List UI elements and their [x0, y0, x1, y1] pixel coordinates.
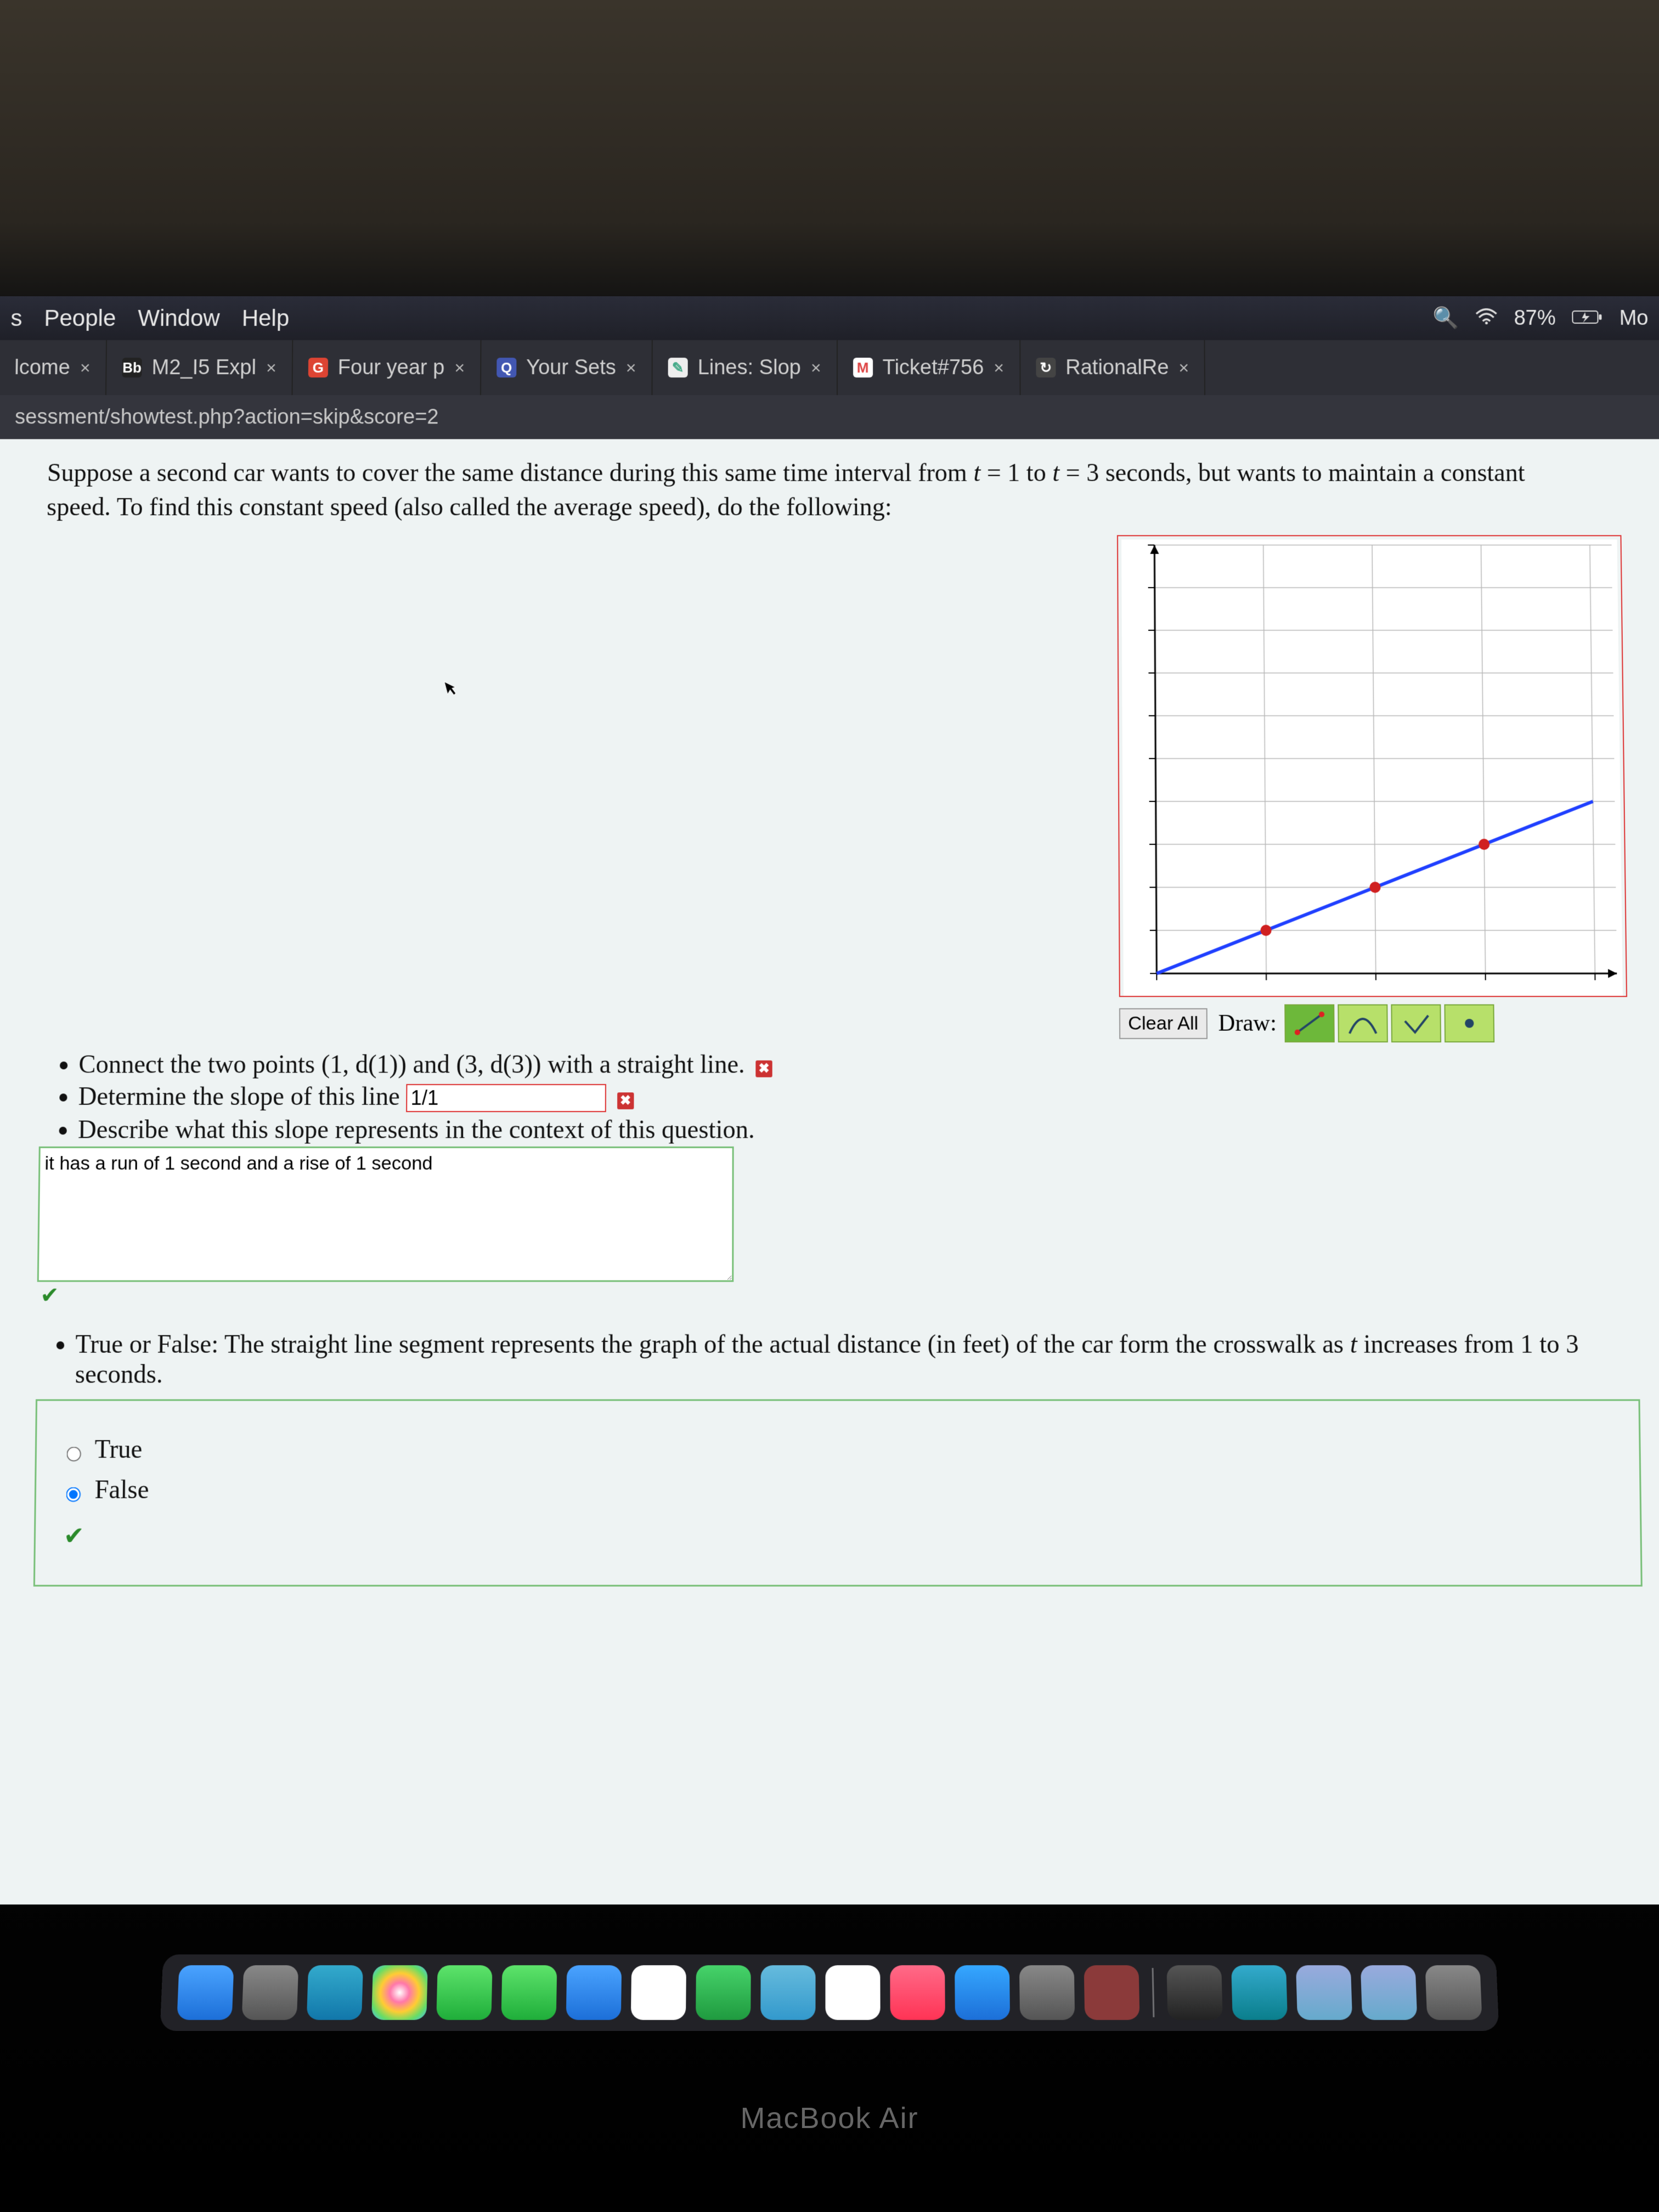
- task-item: Describe what this slope represents in t…: [78, 1114, 1637, 1144]
- browser-tab[interactable]: M Ticket#756 ×: [838, 340, 1021, 395]
- page-content: Suppose a second car wants to cover the …: [0, 439, 1659, 1904]
- tab-label: RationalRe: [1065, 356, 1169, 380]
- dock-app-weather[interactable]: [760, 1965, 815, 2020]
- address-bar[interactable]: sessment/showtest.php?action=skip&score=…: [0, 395, 1659, 439]
- dock-app-mail[interactable]: [566, 1965, 622, 2020]
- browser-tab[interactable]: ↻ RationalRe ×: [1020, 340, 1206, 395]
- favicon-icon: ↻: [1036, 358, 1056, 377]
- battery-icon[interactable]: [1572, 306, 1603, 330]
- slope-input[interactable]: [406, 1084, 606, 1112]
- menu-item[interactable]: Help: [242, 305, 290, 331]
- tab-label: Four year p: [338, 356, 445, 380]
- favicon-icon: Bb: [122, 358, 142, 377]
- blank-area: [40, 535, 1103, 1043]
- graph-region: Clear All Draw:: [1117, 535, 1635, 1043]
- favicon-icon: M: [853, 358, 873, 377]
- close-icon[interactable]: ×: [80, 358, 91, 378]
- browser-tab[interactable]: lcome ×: [0, 340, 107, 395]
- task-item: Determine the slope of this line ✖: [78, 1081, 1636, 1112]
- cursor-icon: [440, 677, 461, 699]
- task-item: True or False: The straight line segment…: [75, 1329, 1640, 1389]
- problem-text: Suppose a second car wants to cover the …: [47, 456, 1533, 524]
- wifi-icon[interactable]: [1475, 306, 1497, 330]
- explain-textarea[interactable]: [37, 1147, 734, 1282]
- browser-tab[interactable]: Bb M2_I5 Expl ×: [106, 340, 293, 395]
- dock-app-folder1[interactable]: [1296, 1965, 1352, 2020]
- correct-icon: ✔: [64, 1522, 84, 1550]
- browser-tab[interactable]: Q Your Sets ×: [481, 340, 653, 395]
- dock-app-calendar[interactable]: [631, 1965, 686, 2020]
- correct-icon: ✔: [40, 1282, 59, 1308]
- checkline-tool-button[interactable]: [1391, 1005, 1441, 1043]
- dock-app-preview[interactable]: [1166, 1965, 1222, 2020]
- favicon-icon: G: [308, 358, 328, 377]
- laptop-brand-label: MacBook Air: [740, 2101, 918, 2135]
- point-tool-button[interactable]: [1444, 1005, 1494, 1043]
- line-tool-button[interactable]: [1284, 1005, 1335, 1043]
- close-icon[interactable]: ×: [1178, 358, 1189, 378]
- search-icon[interactable]: 🔍: [1433, 306, 1459, 330]
- browser-tab[interactable]: ✎ Lines: Slop ×: [652, 340, 837, 395]
- true-false-box: True False ✔: [33, 1400, 1643, 1587]
- dock-app-edge[interactable]: [1231, 1965, 1288, 2020]
- tab-label: lcome: [14, 356, 70, 380]
- false-option[interactable]: False: [70, 1474, 1606, 1504]
- dock-app-nosign[interactable]: [825, 1965, 880, 2020]
- graph-box[interactable]: [1117, 535, 1627, 997]
- dock-app-appstore[interactable]: [955, 1965, 1010, 2020]
- false-radio[interactable]: [66, 1487, 81, 1502]
- browser-tab[interactable]: G Four year p ×: [292, 340, 481, 395]
- graph-canvas[interactable]: [1121, 540, 1623, 996]
- macos-menubar: s People Window Help 🔍 87% Mo: [0, 296, 1659, 340]
- close-icon[interactable]: ×: [454, 358, 465, 378]
- incorrect-icon: ✖: [617, 1092, 634, 1109]
- clear-all-button[interactable]: Clear All: [1119, 1008, 1207, 1039]
- dock-app-music[interactable]: [890, 1965, 945, 2020]
- close-icon[interactable]: ×: [811, 358, 821, 378]
- close-icon[interactable]: ×: [626, 358, 636, 378]
- dock-app-trash[interactable]: [1425, 1965, 1482, 2020]
- task-item: Connect the two points (1, d(1)) and (3,…: [78, 1049, 1636, 1079]
- dock-app-launchpad[interactable]: [242, 1965, 299, 2020]
- menu-item[interactable]: People: [44, 305, 116, 331]
- true-radio[interactable]: [66, 1447, 81, 1462]
- browser-tabstrip: lcome × Bb M2_I5 Expl × G Four year p × …: [0, 340, 1659, 395]
- graph-toolbar: Clear All Draw:: [1119, 1005, 1635, 1043]
- dock-app-messages[interactable]: [436, 1965, 492, 2020]
- dock-app-folder2[interactable]: [1361, 1965, 1418, 2020]
- macos-dock[interactable]: [160, 1954, 1499, 2031]
- menu-right-label: Mo: [1619, 306, 1648, 330]
- task-list: Connect the two points (1, d(1)) and (3,…: [33, 1049, 1643, 1587]
- tab-label: M2_I5 Expl: [151, 356, 256, 380]
- tab-label: Ticket#756: [883, 356, 984, 380]
- favicon-icon: ✎: [668, 358, 688, 377]
- true-option[interactable]: True: [70, 1434, 1606, 1464]
- incorrect-icon: ✖: [755, 1060, 772, 1077]
- parabola-tool-button[interactable]: [1338, 1005, 1388, 1043]
- menu-item[interactable]: Window: [138, 305, 220, 331]
- menu-item[interactable]: s: [10, 305, 22, 331]
- dock-app-safari[interactable]: [307, 1965, 363, 2020]
- dock-app-settings[interactable]: [1019, 1965, 1075, 2020]
- url-text: sessment/showtest.php?action=skip&score=…: [15, 405, 439, 429]
- favicon-icon: Q: [496, 358, 516, 377]
- tab-label: Your Sets: [526, 356, 616, 380]
- dock-app-numbers[interactable]: [696, 1965, 751, 2020]
- dock-app-photos[interactable]: [371, 1965, 428, 2020]
- dock-app-dictionary[interactable]: [1084, 1965, 1140, 2020]
- dock-app-facetime[interactable]: [501, 1965, 557, 2020]
- battery-percent: 87%: [1514, 306, 1556, 330]
- close-icon[interactable]: ×: [266, 358, 276, 378]
- close-icon[interactable]: ×: [994, 358, 1004, 378]
- dock-app-finder[interactable]: [177, 1965, 234, 2020]
- draw-label: Draw:: [1218, 1010, 1277, 1037]
- tab-label: Lines: Slop: [698, 356, 801, 380]
- laptop-screen: s People Window Help 🔍 87% Mo lcome × Bb…: [0, 296, 1659, 2108]
